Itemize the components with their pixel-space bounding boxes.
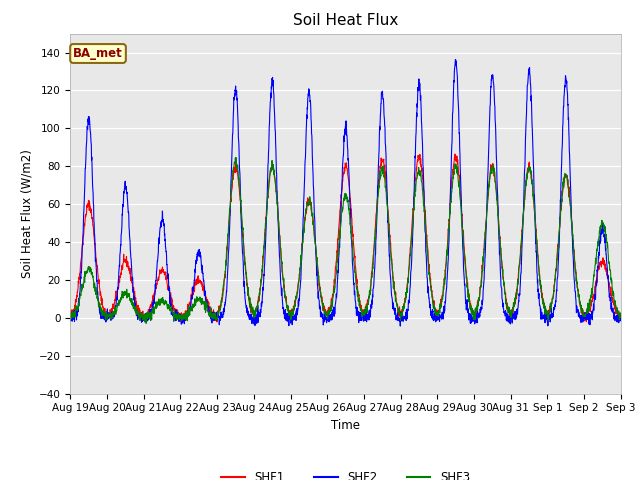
SHF2 — [67, 318, 74, 324]
SHF3 — [220, 276, 228, 282]
Line: SHF3: SHF3 — [70, 157, 621, 324]
SHF1 — [584, 308, 592, 314]
SHF1 — [362, 306, 369, 312]
SHF1 — [220, 277, 228, 283]
Line: SHF1: SHF1 — [70, 154, 621, 322]
SHF1 — [451, 151, 459, 157]
SHF2 — [374, 198, 381, 204]
SHF2 — [362, 318, 369, 324]
SHF1 — [569, 231, 577, 237]
SHF2 — [584, 313, 592, 319]
Y-axis label: Soil Heat Flux (W/m2): Soil Heat Flux (W/m2) — [20, 149, 33, 278]
SHF3 — [569, 233, 577, 239]
SHF2 — [220, 305, 228, 311]
SHF1 — [617, 312, 625, 318]
SHF2 — [452, 57, 460, 62]
SHF3 — [142, 321, 150, 326]
SHF3 — [67, 314, 74, 320]
Legend: SHF1, SHF2, SHF3: SHF1, SHF2, SHF3 — [216, 466, 475, 480]
SHF3 — [374, 194, 381, 200]
SHF3 — [506, 310, 514, 316]
Text: BA_met: BA_met — [73, 47, 123, 60]
SHF1 — [67, 312, 74, 317]
X-axis label: Time: Time — [331, 419, 360, 432]
Line: SHF2: SHF2 — [70, 60, 621, 326]
SHF3 — [362, 306, 370, 312]
SHF3 — [617, 312, 625, 318]
SHF2 — [617, 316, 625, 322]
SHF1 — [506, 312, 514, 318]
SHF2 — [506, 315, 514, 321]
SHF1 — [213, 319, 221, 325]
Title: Soil Heat Flux: Soil Heat Flux — [293, 13, 398, 28]
SHF3 — [232, 155, 240, 160]
SHF1 — [374, 193, 381, 199]
SHF3 — [584, 300, 592, 306]
SHF2 — [396, 323, 404, 329]
SHF2 — [569, 245, 577, 251]
